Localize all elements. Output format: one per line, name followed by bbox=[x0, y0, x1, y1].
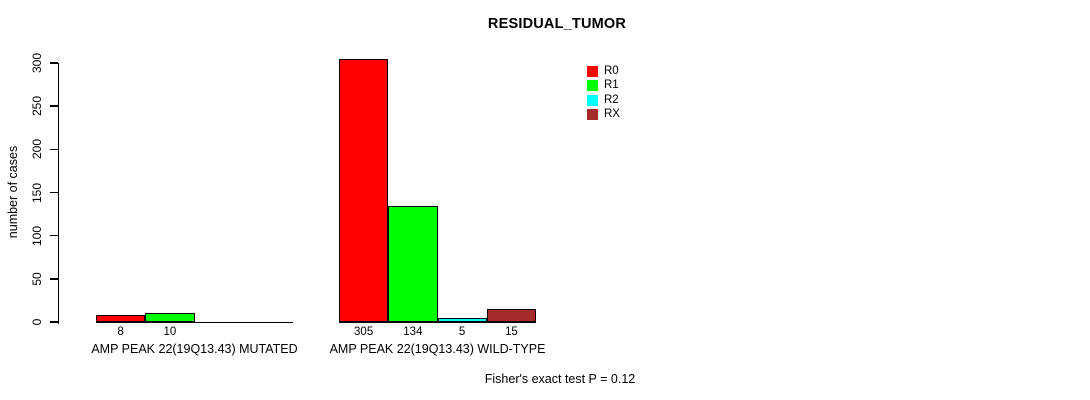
y-tick-mark bbox=[50, 321, 58, 323]
legend: R0 R1 R2 RX bbox=[587, 64, 620, 122]
y-tick-label: 150 bbox=[30, 182, 44, 203]
bar-r1-group2 bbox=[388, 206, 438, 322]
bar-value-label: 134 bbox=[403, 326, 423, 338]
group-baseline bbox=[339, 321, 536, 323]
y-tick-label: 50 bbox=[30, 272, 44, 286]
bar-value-label: 10 bbox=[163, 326, 177, 338]
y-tick-mark bbox=[50, 191, 58, 194]
y-tick-mark bbox=[50, 105, 58, 107]
x-category-label: AMP PEAK 22(19Q13.43) WILD-TYPE bbox=[329, 342, 546, 356]
group-baseline bbox=[96, 321, 293, 323]
y-tick-mark bbox=[50, 234, 58, 237]
y-tick-label: 100 bbox=[30, 225, 44, 246]
legend-swatch-rx bbox=[587, 109, 598, 121]
legend-swatch-r1 bbox=[587, 80, 598, 92]
y-tick-label: 200 bbox=[30, 139, 44, 160]
bar-r1-group1 bbox=[145, 313, 195, 322]
legend-item-r1: R1 bbox=[587, 79, 620, 94]
legend-label: R0 bbox=[604, 64, 619, 77]
bar-value-label: 305 bbox=[354, 326, 374, 338]
bar-value-label: 15 bbox=[504, 326, 518, 338]
stat-annotation: Fisher's exact test P = 0.12 bbox=[484, 372, 636, 386]
y-tick-label: 250 bbox=[30, 96, 44, 117]
legend-label: R2 bbox=[604, 93, 619, 106]
y-tick-mark bbox=[50, 148, 58, 151]
chart-title: RESIDUAL_TUMOR bbox=[487, 16, 627, 32]
bar-value-label: 5 bbox=[458, 326, 466, 338]
legend-label: R1 bbox=[604, 79, 619, 92]
legend-item-r0: R0 bbox=[587, 64, 620, 79]
bar-r0-group2 bbox=[339, 58, 389, 322]
legend-swatch-r0 bbox=[587, 65, 598, 77]
y-tick-mark bbox=[50, 278, 58, 280]
legend-label: RX bbox=[604, 108, 620, 121]
bar-r0-group1 bbox=[96, 315, 146, 322]
y-axis-label: number of cases bbox=[6, 145, 20, 239]
legend-item-rx: RX bbox=[587, 108, 620, 123]
legend-swatch-r2 bbox=[587, 94, 598, 106]
legend-item-r2: R2 bbox=[587, 93, 620, 108]
bar-rx-group2 bbox=[486, 309, 536, 322]
y-tick-label: 300 bbox=[30, 52, 44, 74]
bar-value-label: 8 bbox=[117, 326, 124, 338]
x-category-label: AMP PEAK 22(19Q13.43) MUTATED bbox=[91, 342, 298, 356]
bar-r2-group2 bbox=[437, 317, 487, 322]
y-tick-label: 0 bbox=[30, 318, 44, 326]
y-tick-mark bbox=[50, 62, 58, 64]
y-axis-line bbox=[57, 63, 59, 324]
